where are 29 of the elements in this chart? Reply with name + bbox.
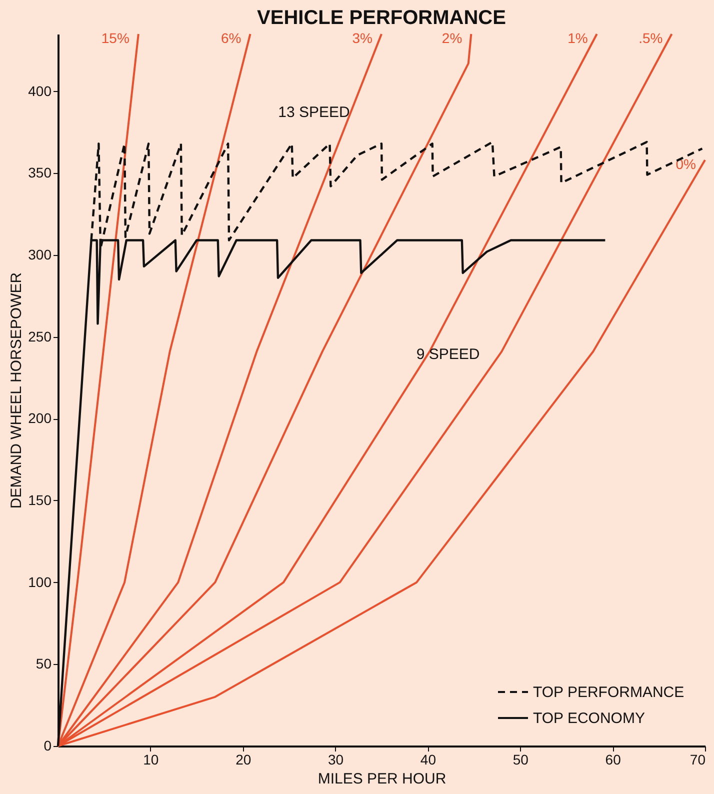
y-tick-label: 200 xyxy=(28,410,52,426)
y-tick-label: 400 xyxy=(28,82,52,99)
series-label: 6% xyxy=(221,30,242,46)
y-tick-label: 0 xyxy=(44,738,52,754)
y-axis-title: DEMAND WHEEL HORSEPOWER xyxy=(8,272,26,509)
y-tick-label: 100 xyxy=(28,574,52,590)
series-label: 2% xyxy=(442,30,462,46)
x-tick-label: 30 xyxy=(328,752,344,768)
series-label: 3% xyxy=(352,30,372,46)
y-tick-label: 250 xyxy=(28,328,52,344)
x-tick-label: 20 xyxy=(236,752,252,768)
x-tick-label: 60 xyxy=(605,752,622,768)
annotation: 13 SPEED xyxy=(278,104,350,121)
y-tick-label: 50 xyxy=(36,656,52,672)
series-label: 1% xyxy=(568,30,588,46)
annotation: 9 SPEED xyxy=(416,346,480,363)
x-axis-title: MILES PER HOUR xyxy=(318,770,446,788)
legend-label: TOP ECONOMY xyxy=(533,710,645,727)
x-tick-label: 10 xyxy=(143,752,159,768)
x-tick-label: 40 xyxy=(420,752,436,768)
y-tick-label: 300 xyxy=(28,246,52,262)
x-tick-label: 70 xyxy=(690,752,706,768)
y-tick-label: 350 xyxy=(28,164,52,181)
legend-label: TOP PERFORMANCE xyxy=(533,684,684,701)
y-tick-label: 150 xyxy=(28,492,52,508)
series-label: 15% xyxy=(101,30,130,46)
chart-title: VEHICLE PERFORMANCE xyxy=(257,7,506,29)
x-tick-label: 50 xyxy=(512,752,529,768)
series-label: .5% xyxy=(638,30,663,46)
